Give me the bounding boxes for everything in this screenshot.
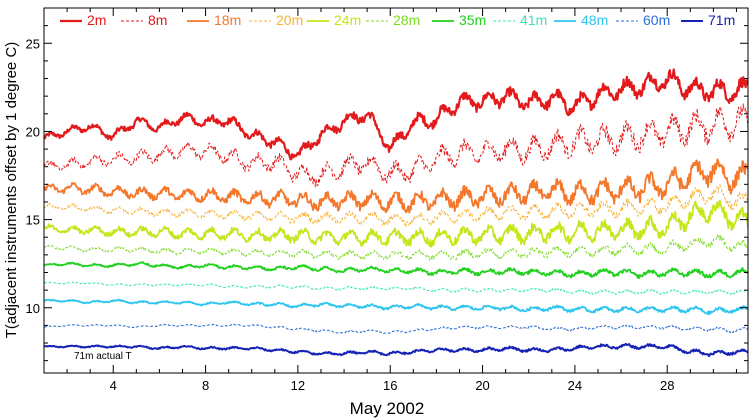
y-axis-title: T(adjacent instruments offset by 1 degre… [3,42,20,339]
series-line-35m [44,261,748,279]
series-line-48m [44,298,748,316]
x-tick-label: 24 [568,378,582,393]
x-axis-title: May 2002 [350,399,425,418]
legend-label-60m: 60m [643,12,670,28]
series-line-8m [44,103,748,188]
x-tick-label: 12 [291,378,305,393]
ticks-layer: 4 8 12 16 20 24 28 10 15 20 25 [26,7,748,393]
legend-label-35m: 35m [459,12,486,28]
series-line-24m [44,199,748,248]
series-line-20m [44,184,748,227]
x-tick-label: 20 [475,378,489,393]
series-line-41m [44,281,748,296]
legend: 2m 8m 18m 20m 24m 28m 35m 41m 48m 60m 71m [60,12,735,28]
annotation-71m-actual: 71m actual T [74,351,132,362]
legend-label-48m: 48m [581,12,608,28]
legend-label-8m: 8m [148,12,167,28]
legend-label-28m: 28m [393,12,420,28]
series-line-71m [44,342,748,358]
x-tick-label: 4 [110,378,117,393]
series-line-60m [44,323,748,335]
series-line-18m [44,158,748,214]
legend-label-41m: 41m [520,12,547,28]
plot-frame [43,7,749,374]
legend-label-20m: 20m [276,12,303,28]
y-tick-label: 15 [26,213,40,228]
x-tick-label: 16 [383,378,397,393]
series-line-2m [44,68,748,161]
y-tick-label: 25 [26,36,40,51]
legend-label-71m: 71m [708,12,735,28]
y-tick-label: 20 [26,124,40,139]
legend-label-24m: 24m [334,12,361,28]
x-tick-label: 8 [202,378,209,393]
series-layer [44,68,748,358]
legend-label-2m: 2m [87,12,106,28]
series-line-28m [44,234,748,261]
y-tick-label: 10 [26,301,40,316]
legend-label-18m: 18m [214,12,241,28]
x-tick-label: 28 [660,378,674,393]
